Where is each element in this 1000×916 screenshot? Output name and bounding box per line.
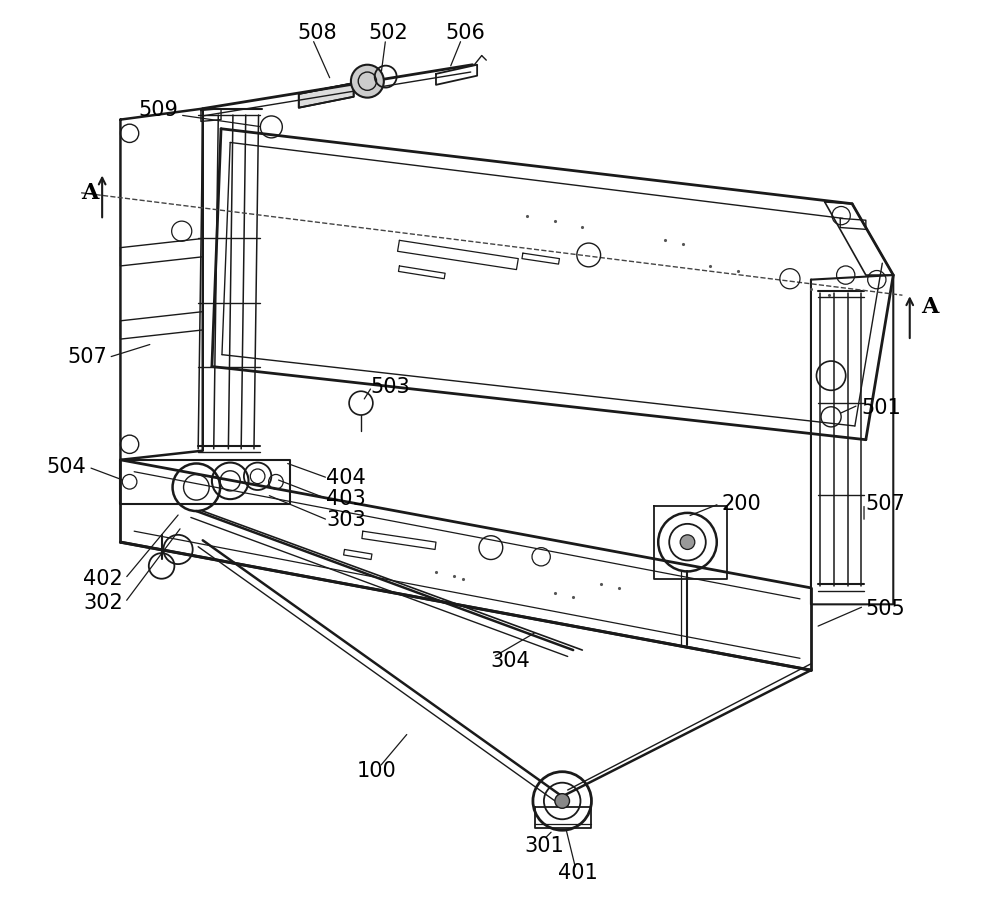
Text: 507: 507 (67, 347, 107, 367)
Text: 504: 504 (47, 457, 87, 477)
Circle shape (680, 535, 695, 550)
Text: 509: 509 (138, 101, 178, 120)
Text: 507: 507 (866, 494, 906, 514)
Text: 304: 304 (491, 651, 531, 671)
Text: 100: 100 (357, 761, 396, 780)
Text: 401: 401 (558, 863, 598, 883)
Text: 404: 404 (326, 468, 366, 488)
Text: 503: 503 (370, 376, 410, 397)
Text: 303: 303 (326, 510, 366, 530)
Text: 403: 403 (326, 489, 366, 509)
Text: A: A (82, 181, 99, 203)
Text: 505: 505 (866, 599, 906, 619)
Text: 402: 402 (83, 569, 123, 589)
Circle shape (351, 65, 384, 98)
Circle shape (555, 793, 570, 808)
Text: 508: 508 (297, 23, 337, 43)
Text: 301: 301 (524, 835, 564, 856)
Text: 200: 200 (721, 494, 761, 514)
Text: 506: 506 (445, 23, 485, 43)
Polygon shape (299, 83, 354, 108)
Text: 302: 302 (83, 593, 123, 613)
Text: 502: 502 (369, 23, 408, 43)
Text: 501: 501 (861, 398, 901, 418)
Text: A: A (921, 296, 938, 318)
